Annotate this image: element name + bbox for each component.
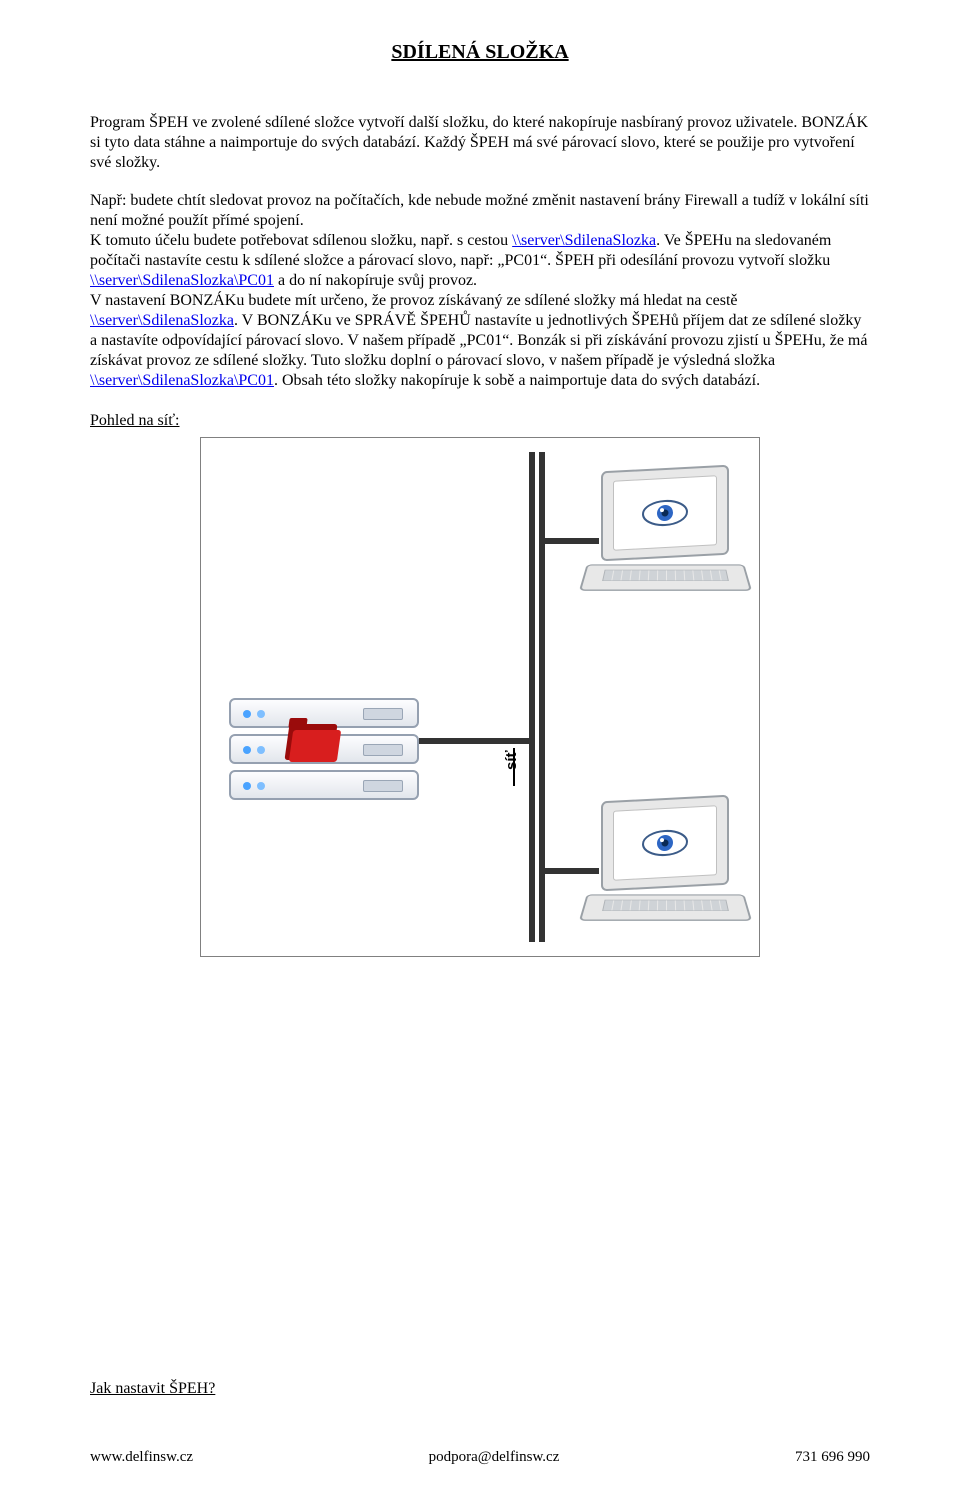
- laptop-top: [583, 468, 748, 608]
- body-s2c: . Obsah této složky nakopíruje k sobě a …: [274, 372, 760, 389]
- network-diagram: síť: [200, 437, 760, 957]
- cable-vertical: [529, 452, 535, 942]
- unc-link-2[interactable]: \\server\SdilenaSlozka\PC01: [90, 272, 274, 289]
- cable-to-rack: [419, 738, 531, 744]
- how-to-configure-link[interactable]: Jak nastavit ŠPEH?: [90, 1379, 215, 1399]
- page-title: SDÍLENÁ SLOŽKA: [90, 40, 870, 65]
- example-lead: Např: budete chtít sledovat provoz na po…: [90, 192, 869, 229]
- network-axis-label: síť: [503, 750, 522, 770]
- page-footer: www.delfinsw.cz podpora@delfinsw.cz 731 …: [90, 1448, 870, 1467]
- laptop-bottom: [583, 798, 748, 938]
- footer-email[interactable]: podpora@delfinsw.cz: [429, 1448, 560, 1467]
- unc-link-1[interactable]: \\server\SdilenaSlozka: [512, 232, 656, 249]
- body-s1a: K tomuto účelu budete potřebovat sdíleno…: [90, 232, 512, 249]
- unc-link-3[interactable]: \\server\SdilenaSlozka: [90, 312, 234, 329]
- example-paragraph: Např: budete chtít sledovat provoz na po…: [90, 191, 870, 391]
- footer-phone: 731 696 990: [795, 1448, 870, 1467]
- body-s2a: V nastavení BONZÁKu budete mít určeno, ž…: [90, 292, 738, 309]
- eye-icon: [642, 498, 688, 528]
- rack-unit: [229, 770, 419, 800]
- unc-link-4[interactable]: \\server\SdilenaSlozka\PC01: [90, 372, 274, 389]
- view-label: Pohled na síť:: [90, 411, 870, 431]
- footer-site[interactable]: www.delfinsw.cz: [90, 1448, 193, 1467]
- shared-folder-icon: [287, 724, 335, 760]
- eye-icon: [642, 828, 688, 858]
- body-s1c: a do ní nakopíruje svůj provoz.: [274, 272, 477, 289]
- intro-paragraph: Program ŠPEH ve zvolené sdílené složce v…: [90, 113, 870, 173]
